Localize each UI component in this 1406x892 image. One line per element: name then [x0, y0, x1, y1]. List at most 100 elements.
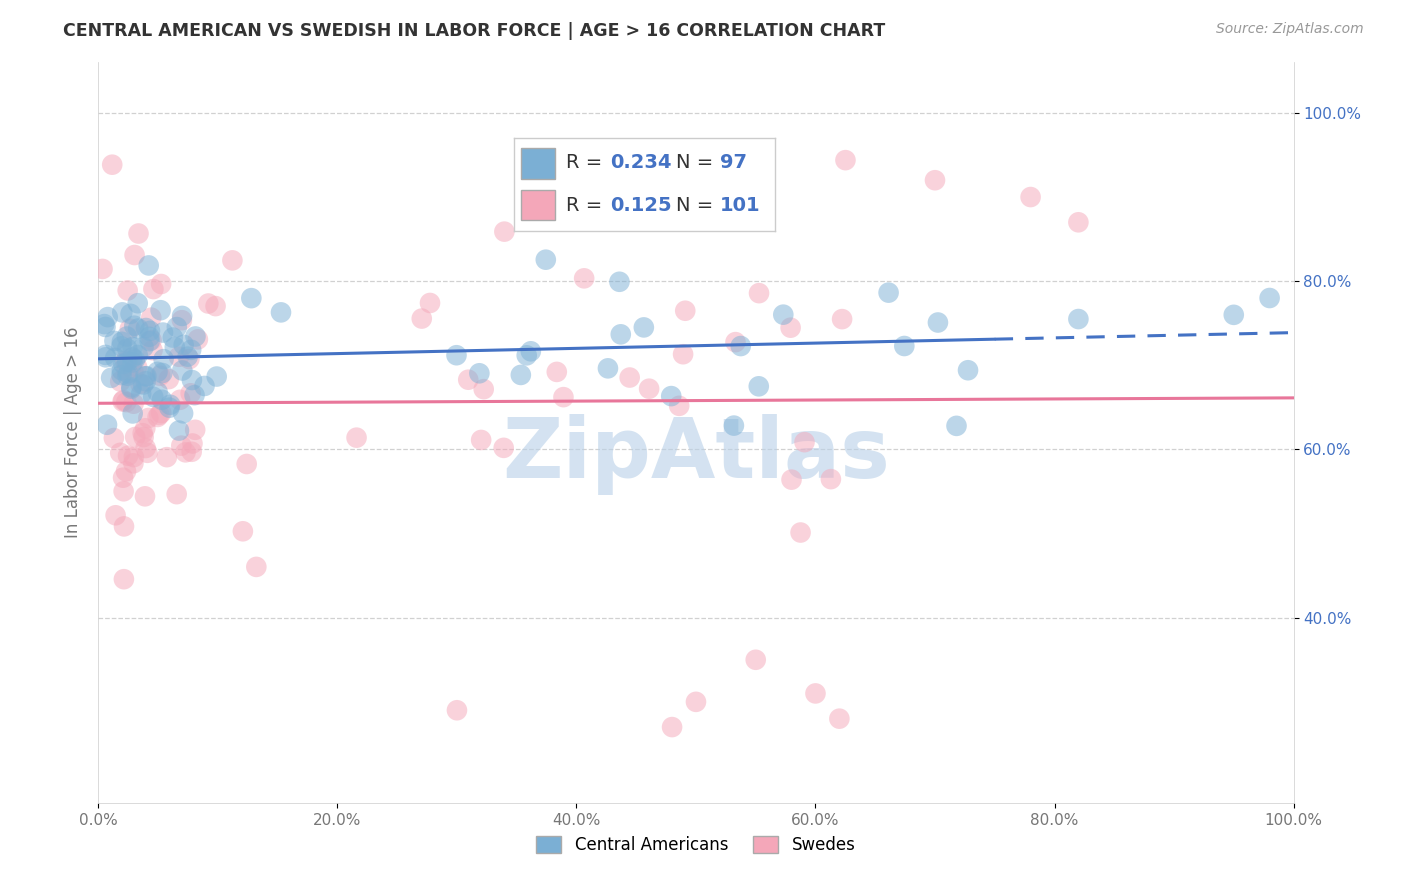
Point	[834, 153, 856, 168]
Point	[135, 374, 157, 388]
Point	[179, 352, 201, 367]
FancyBboxPatch shape	[522, 190, 555, 220]
Point	[127, 348, 149, 362]
Point	[780, 473, 803, 487]
Point	[117, 284, 139, 298]
Point	[104, 508, 127, 523]
Point	[134, 489, 156, 503]
Point	[152, 352, 174, 367]
Point	[173, 338, 195, 352]
Point	[170, 313, 193, 327]
Point	[110, 375, 132, 389]
Point	[146, 365, 169, 379]
Point	[104, 351, 127, 365]
Point	[572, 271, 595, 285]
Point	[111, 394, 134, 409]
Point	[470, 433, 492, 447]
Point	[139, 324, 162, 338]
Point	[245, 560, 267, 574]
Text: 0.125: 0.125	[610, 195, 672, 215]
Point	[166, 487, 188, 501]
Point	[115, 395, 138, 409]
Point	[553, 390, 575, 404]
Point	[132, 430, 155, 444]
Point	[149, 368, 172, 383]
Point	[131, 426, 153, 441]
Point	[270, 305, 292, 319]
Y-axis label: In Labor Force | Age > 16: In Labor Force | Age > 16	[63, 326, 82, 539]
Text: N =: N =	[676, 195, 720, 215]
Point	[124, 430, 146, 444]
Point	[927, 316, 949, 330]
Point	[94, 320, 117, 334]
Text: 0.234: 0.234	[610, 153, 672, 172]
Point	[121, 351, 143, 365]
Point	[110, 339, 132, 353]
Point	[181, 436, 204, 450]
Point	[115, 464, 138, 478]
Point	[831, 312, 853, 326]
Point	[159, 401, 181, 415]
Point	[472, 382, 495, 396]
Point	[125, 359, 148, 374]
Point	[659, 389, 682, 403]
Point	[97, 310, 120, 325]
Point	[163, 340, 186, 354]
Point	[609, 275, 631, 289]
Point	[135, 369, 157, 384]
Point	[457, 373, 479, 387]
Point	[121, 407, 143, 421]
Point	[127, 296, 149, 310]
Point	[546, 365, 568, 379]
Point	[96, 417, 118, 432]
Point	[121, 355, 143, 369]
Point	[945, 418, 967, 433]
Point	[221, 253, 243, 268]
Point	[124, 248, 146, 262]
Point	[804, 686, 827, 700]
Point	[111, 363, 134, 377]
Point	[956, 363, 979, 377]
Point	[183, 388, 205, 402]
Point	[128, 227, 150, 241]
Text: ZipAtlas: ZipAtlas	[502, 414, 890, 495]
Point	[724, 335, 747, 350]
Point	[129, 387, 152, 401]
Point	[94, 348, 117, 362]
Point	[134, 369, 156, 384]
Point	[124, 318, 146, 333]
Point	[127, 321, 149, 335]
Point	[146, 409, 169, 424]
Point	[110, 368, 132, 382]
Point	[516, 348, 538, 362]
Point	[169, 392, 191, 407]
Point	[167, 350, 190, 364]
Point	[596, 361, 619, 376]
Point	[633, 320, 655, 334]
Point	[166, 320, 188, 334]
Point	[122, 364, 145, 378]
Text: 97: 97	[720, 153, 747, 172]
Point	[138, 411, 160, 425]
Point	[661, 720, 683, 734]
Point	[745, 207, 768, 221]
Point	[115, 363, 138, 377]
Point	[120, 307, 142, 321]
Point	[619, 370, 641, 384]
Point	[112, 357, 135, 371]
Point	[122, 397, 145, 411]
Point	[156, 450, 179, 464]
Point	[121, 340, 143, 354]
Point	[204, 299, 226, 313]
Text: 101: 101	[720, 195, 761, 215]
Point	[446, 703, 468, 717]
Point	[509, 368, 531, 382]
Point	[103, 431, 125, 445]
Point	[789, 525, 811, 540]
Point	[1258, 291, 1281, 305]
Point	[138, 334, 160, 348]
Point	[93, 317, 115, 331]
Point	[468, 366, 491, 380]
Point	[180, 386, 202, 401]
Point	[149, 303, 172, 318]
